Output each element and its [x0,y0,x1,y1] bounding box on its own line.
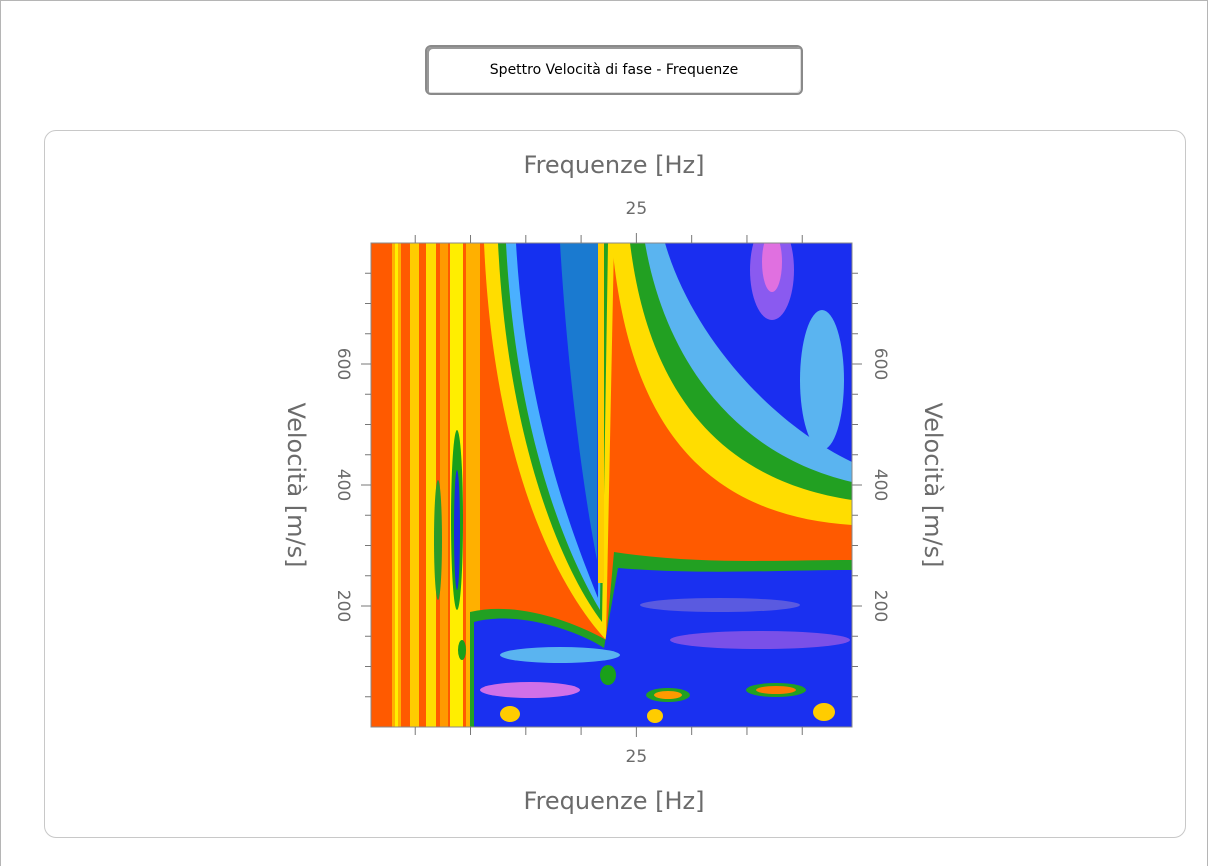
heat-stripe [440,243,448,727]
heat-blob [480,682,580,698]
heat-blob [454,470,460,590]
heatmap [371,243,852,727]
y-tick-label: 600 [870,348,890,380]
y-tick-label: 400 [870,469,890,501]
heat-blob [500,706,520,722]
heat-blob [670,631,850,649]
heat-blob [458,640,466,660]
heat-band [560,243,598,560]
heat-blob [813,703,835,721]
title-button[interactable]: Spettro Velocità di fase - Frequenze [425,45,803,95]
y-axis-title-left: Velocità [m/s] [282,403,310,568]
heat-stripe [426,243,436,727]
heat-stripe [410,243,419,727]
heat-blob [600,665,616,685]
heat-blob [647,709,663,723]
x-axis-title-bottom: Frequenze [Hz] [524,787,705,815]
y-tick-label: 600 [333,348,353,380]
y-tick-label: 400 [333,469,353,501]
heat-stripe [395,243,398,727]
chart-panel [44,130,1186,838]
heat-blob [500,647,620,663]
heat-stripe [598,243,604,583]
y-tick-label: 200 [333,590,353,622]
heat-blob [434,480,442,600]
x-tick-label: 25 [626,199,648,219]
heat-blob [756,686,796,694]
y-tick-label: 200 [870,590,890,622]
x-axis-title-top: Frequenze [Hz] [524,151,705,179]
heat-blob [654,691,682,699]
heat-stripe [466,243,480,727]
heat-blob [640,598,800,612]
y-axis-title-right: Velocità [m/s] [919,403,947,568]
heat-blob [800,310,844,450]
heat-blob [762,243,782,292]
x-tick-label: 25 [626,747,648,767]
